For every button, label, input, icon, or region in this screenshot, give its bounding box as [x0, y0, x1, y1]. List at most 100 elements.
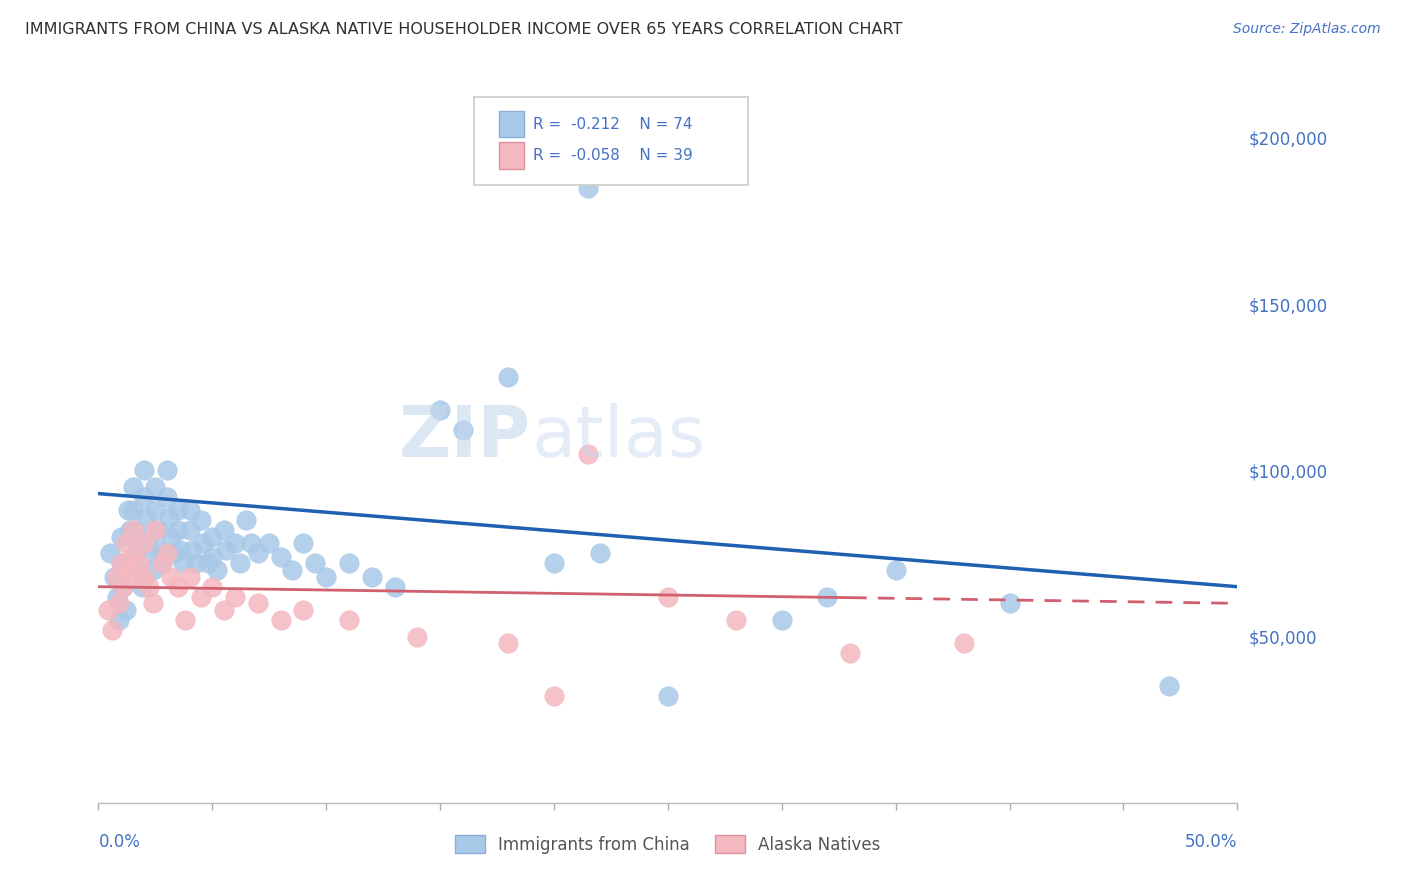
- Point: [145, 480, 167, 494]
- Point: [145, 503, 167, 517]
- Point: [132, 570, 155, 584]
- Point: [246, 546, 269, 560]
- Point: [108, 613, 131, 627]
- Text: R =  -0.212    N = 74: R = -0.212 N = 74: [533, 117, 693, 131]
- Point: [156, 490, 179, 504]
- Point: [201, 530, 224, 544]
- Point: [197, 557, 219, 571]
- Point: [259, 536, 281, 550]
- Point: [139, 546, 162, 560]
- Point: [135, 509, 157, 524]
- Point: [101, 623, 124, 637]
- Point: [193, 536, 215, 550]
- Point: [576, 447, 599, 461]
- Point: [770, 613, 793, 627]
- Point: [235, 513, 257, 527]
- Point: [384, 580, 406, 594]
- Point: [167, 523, 190, 537]
- Point: [121, 549, 143, 564]
- Point: [270, 549, 292, 564]
- Point: [543, 557, 565, 571]
- Point: [543, 690, 565, 704]
- Text: ZIP: ZIP: [399, 402, 531, 472]
- Point: [337, 613, 360, 627]
- Point: [167, 503, 190, 517]
- Point: [657, 590, 679, 604]
- Point: [212, 523, 235, 537]
- Text: Source: ZipAtlas.com: Source: ZipAtlas.com: [1233, 22, 1381, 37]
- Point: [160, 530, 183, 544]
- Point: [157, 509, 180, 524]
- Point: [215, 543, 238, 558]
- Point: [190, 513, 212, 527]
- Point: [149, 543, 172, 558]
- Point: [114, 603, 136, 617]
- Point: [953, 636, 976, 650]
- Point: [112, 580, 135, 594]
- Point: [103, 570, 125, 584]
- FancyBboxPatch shape: [474, 97, 748, 185]
- Point: [127, 543, 149, 558]
- Point: [150, 557, 173, 571]
- Point: [121, 480, 143, 494]
- Point: [124, 523, 146, 537]
- Point: [132, 463, 155, 477]
- Point: [240, 536, 263, 550]
- Point: [110, 557, 132, 571]
- Point: [179, 570, 201, 584]
- Point: [315, 570, 337, 584]
- Text: atlas: atlas: [531, 402, 706, 472]
- Point: [121, 523, 143, 537]
- Point: [186, 557, 208, 571]
- Point: [201, 580, 224, 594]
- Point: [156, 463, 179, 477]
- Point: [112, 580, 135, 594]
- Legend: Immigrants from China, Alaska Natives: Immigrants from China, Alaska Natives: [449, 829, 887, 860]
- Point: [998, 596, 1021, 610]
- Point: [117, 563, 139, 577]
- Point: [884, 563, 907, 577]
- Point: [246, 596, 269, 610]
- Point: [132, 536, 155, 550]
- FancyBboxPatch shape: [499, 143, 524, 169]
- Point: [588, 546, 610, 560]
- Point: [167, 580, 190, 594]
- Point: [156, 546, 179, 560]
- Point: [131, 580, 153, 594]
- Point: [1157, 680, 1180, 694]
- Point: [108, 596, 131, 610]
- Point: [150, 557, 173, 571]
- FancyBboxPatch shape: [499, 111, 524, 137]
- Point: [162, 546, 184, 560]
- Y-axis label: Householder Income Over 65 years: Householder Income Over 65 years: [0, 301, 7, 573]
- Point: [406, 630, 429, 644]
- Point: [142, 563, 165, 577]
- Point: [576, 180, 599, 194]
- Point: [169, 543, 191, 558]
- Point: [98, 546, 121, 560]
- Point: [201, 549, 224, 564]
- Point: [180, 543, 202, 558]
- Point: [498, 370, 520, 384]
- Point: [292, 536, 315, 550]
- Point: [146, 523, 169, 537]
- Point: [172, 557, 194, 571]
- Point: [138, 580, 160, 594]
- Point: [270, 613, 292, 627]
- Point: [360, 570, 382, 584]
- Point: [132, 490, 155, 504]
- Point: [205, 563, 228, 577]
- Point: [110, 557, 132, 571]
- Point: [815, 590, 838, 604]
- Point: [304, 557, 326, 571]
- Text: R =  -0.058    N = 39: R = -0.058 N = 39: [533, 148, 693, 163]
- Point: [96, 603, 118, 617]
- Point: [145, 523, 167, 537]
- Point: [121, 503, 143, 517]
- Point: [839, 646, 862, 660]
- Point: [281, 563, 304, 577]
- Point: [160, 570, 183, 584]
- Point: [128, 563, 150, 577]
- Point: [110, 530, 132, 544]
- Point: [429, 403, 451, 417]
